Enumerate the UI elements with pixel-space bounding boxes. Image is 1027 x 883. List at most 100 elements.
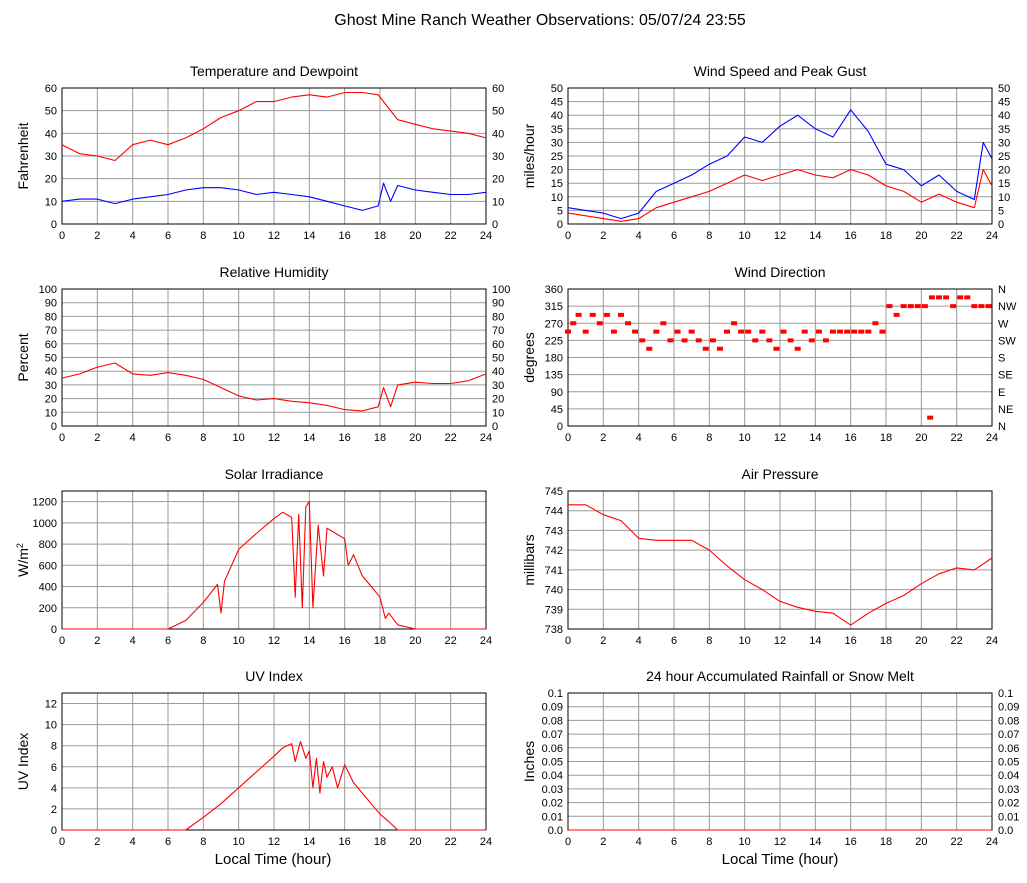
y-axis-label: Percent <box>15 333 31 381</box>
series-line-2 <box>61 182 487 211</box>
x-tick-label: 24 <box>986 635 998 647</box>
y-tick-label: 60 <box>45 83 57 95</box>
data-point <box>893 312 900 317</box>
y-tick-label: 270 <box>545 318 563 330</box>
x-tick-label: 2 <box>94 836 100 848</box>
x-tick-label: 4 <box>130 836 136 848</box>
chart-title: Wind Speed and Peak Gust <box>694 63 867 79</box>
data-point <box>766 338 773 343</box>
y-tick-label-right: 20 <box>492 174 504 186</box>
y-tick-label-right: 0.1 <box>998 688 1013 700</box>
data-point <box>886 304 893 309</box>
x-tick-label: 24 <box>986 836 998 848</box>
x-tick-label: 10 <box>233 230 245 242</box>
data-point <box>625 321 632 326</box>
x-tick-label: 12 <box>774 432 786 444</box>
data-point <box>921 304 928 309</box>
plot-frame <box>567 87 993 225</box>
data-point <box>653 329 660 334</box>
y-tick-label: 60 <box>45 339 57 351</box>
x-tick-label: 24 <box>480 635 492 647</box>
y-tick-label-right: 30 <box>998 137 1010 149</box>
y-tick-label: 45 <box>551 97 563 109</box>
x-tick-label: 20 <box>915 836 927 848</box>
x-tick-label: 10 <box>233 432 245 444</box>
x-tick-label: 2 <box>600 432 606 444</box>
chart-title: Solar Irradiance <box>225 466 324 482</box>
x-tick-label: 6 <box>671 432 677 444</box>
y-tick-label-right: 0.05 <box>998 757 1019 769</box>
x-tick-label: 8 <box>200 836 206 848</box>
plot-frame <box>61 87 487 225</box>
x-tick-label: 6 <box>165 432 171 444</box>
x-tick-label: 12 <box>774 635 786 647</box>
y-tick-label: 744 <box>545 506 563 518</box>
x-tick-label: 20 <box>409 432 421 444</box>
y-tick-label: 0.09 <box>542 702 563 714</box>
y-tick-label: 80 <box>45 311 57 323</box>
x-tick-label: 0 <box>59 230 65 242</box>
y-tick-label-right: 40 <box>998 110 1010 122</box>
x-tick-label: 14 <box>303 635 315 647</box>
chart-title: Temperature and Dewpoint <box>190 63 358 79</box>
y-tick-label: 90 <box>45 298 57 310</box>
x-tick-label: 16 <box>339 635 351 647</box>
x-tick-label: 2 <box>94 432 100 444</box>
y-axis-label: degrees <box>521 332 537 383</box>
y-tick-label: 5 <box>557 205 563 217</box>
chart-title: UV Index <box>245 668 303 684</box>
data-point <box>681 338 688 343</box>
y-tick-label: 600 <box>39 560 57 572</box>
y-tick-label-right: N <box>998 421 1006 433</box>
y-tick-label: 0.02 <box>542 798 563 810</box>
data-point <box>603 312 610 317</box>
x-tick-label: 0 <box>565 432 571 444</box>
y-tick-label: 180 <box>545 353 563 365</box>
x-tick-label: 14 <box>809 836 821 848</box>
data-point <box>660 321 667 326</box>
x-tick-label: 18 <box>374 635 386 647</box>
y-tick-label-right: 35 <box>998 124 1010 136</box>
data-point <box>639 338 646 343</box>
data-point <box>674 329 681 334</box>
y-tick-label-right: 0.03 <box>998 784 1019 796</box>
y-tick-label: 40 <box>45 366 57 378</box>
data-point <box>570 321 577 326</box>
chart-title: 24 hour Accumulated Rainfall or Snow Mel… <box>646 668 914 684</box>
x-tick-label: 16 <box>339 432 351 444</box>
data-point <box>858 329 865 334</box>
data-point <box>872 321 879 326</box>
y-tick-label: 0.01 <box>542 811 563 823</box>
y-axis-label: UV Index <box>15 733 31 791</box>
y-tick-label-right: 100 <box>492 284 510 296</box>
y-axis-label: miles/hour <box>521 123 537 188</box>
y-tick-label: 0 <box>51 421 57 433</box>
x-tick-label: 12 <box>774 230 786 242</box>
data-point <box>971 304 978 309</box>
data-point <box>589 312 596 317</box>
y-tick-label-right: 20 <box>998 165 1010 177</box>
y-tick-label: 0.0 <box>548 825 563 837</box>
x-tick-label: 22 <box>445 836 457 848</box>
x-axis-label-left: Local Time (hour) <box>215 851 332 868</box>
y-tick-label: 70 <box>45 325 57 337</box>
x-tick-label: 22 <box>951 836 963 848</box>
y-tick-label: 200 <box>39 603 57 615</box>
x-tick-label: 2 <box>600 230 606 242</box>
y-axis-label: Fahrenheit <box>15 122 31 189</box>
series-line-1 <box>62 740 486 831</box>
y-axis-label: millibars <box>521 534 537 585</box>
y-tick-label-right: W <box>998 318 1009 330</box>
y-tick-label-right: 0.07 <box>998 729 1019 741</box>
y-tick-label-right: 10 <box>492 196 504 208</box>
data-point <box>759 329 766 334</box>
y-tick-label: 0 <box>51 219 57 231</box>
series-line-1 <box>567 109 993 220</box>
chart-title: Wind Direction <box>734 264 825 280</box>
y-tick-label-right: 10 <box>998 192 1010 204</box>
plot-frame <box>61 490 487 630</box>
x-tick-label: 18 <box>880 230 892 242</box>
y-tick-label: 0.04 <box>542 770 563 782</box>
y-tick-label-right: 60 <box>492 339 504 351</box>
